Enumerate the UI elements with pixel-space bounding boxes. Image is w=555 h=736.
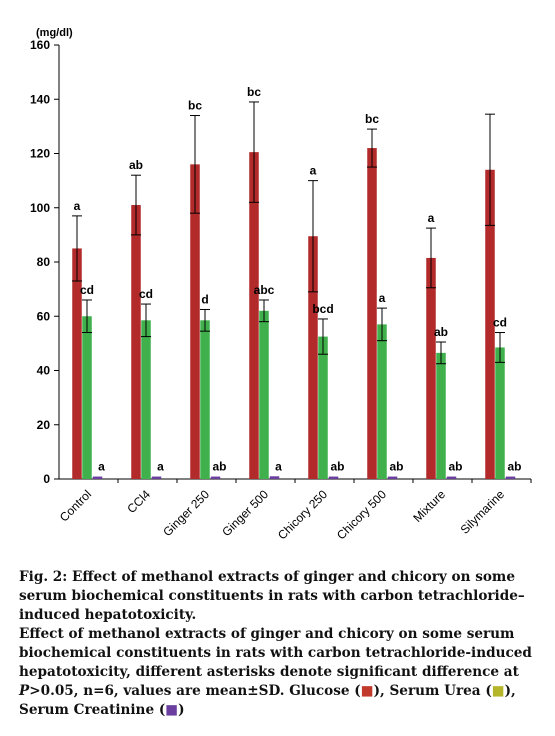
bar-glucose-ginger-500 — [249, 152, 259, 480]
bar-glucose-ccl4 — [131, 205, 141, 479]
data-label-creatinine-ginger-250: ab — [212, 460, 226, 474]
bar-creatinine-control — [92, 476, 103, 479]
data-label-urea-ccl4: cd — [139, 287, 153, 301]
bar-chart: (mg/dl)020406080100120140160ControlacdaC… — [30, 27, 532, 542]
bar-glucose-control — [72, 248, 82, 479]
data-label-glucose-chicory-250: a — [310, 164, 317, 178]
bar-glucose-ginger-250 — [190, 164, 200, 479]
bar-urea-control — [82, 316, 92, 479]
bar-glucose-mixture — [426, 257, 436, 479]
bar-creatinine-chicory-500 — [387, 476, 398, 479]
caption-body-rest: >0.05, n=6, values are mean±SD. — [29, 683, 290, 699]
data-label-creatinine-mixture: ab — [448, 460, 462, 474]
legend-serum-urea-swatch: ■ — [491, 683, 505, 699]
data-label-urea-chicory-250: bcd — [312, 302, 333, 316]
y-tick-label-60: 60 — [37, 309, 51, 323]
bar-creatinine-mixture — [446, 476, 457, 479]
caption-title: Fig. 2: Effect of methanol extracts of g… — [19, 569, 525, 623]
x-tick-label-ginger-500: Ginger 500 — [219, 487, 271, 539]
bar-urea-mixture — [436, 352, 446, 479]
data-label-glucose-ccl4: ab — [129, 158, 143, 172]
data-label-creatinine-ginger-500: a — [275, 459, 282, 473]
bar-glucose-chicory-500 — [367, 148, 377, 479]
data-label-glucose-control: a — [74, 199, 81, 213]
data-label-glucose-chicory-500: bc — [365, 112, 379, 126]
bar-glucose-silymarine — [485, 169, 495, 479]
bar-urea-ginger-500 — [259, 310, 269, 479]
bar-glucose-chicory-250 — [308, 236, 318, 479]
x-tick-label-control: Control — [57, 487, 94, 524]
y-tick-label-140: 140 — [30, 92, 50, 106]
figure-caption: Fig. 2: Effect of methanol extracts of g… — [19, 568, 539, 720]
data-label-urea-ginger-500: abc — [254, 283, 275, 297]
y-tick-label-100: 100 — [30, 201, 50, 215]
x-tick-label-ccl4: CCl4 — [124, 487, 153, 516]
y-tick-label-20: 20 — [37, 418, 51, 432]
bar-creatinine-ginger-500 — [269, 476, 280, 479]
data-label-creatinine-chicory-250: ab — [330, 460, 344, 474]
legend-serum-urea: Serum Urea (■), — [389, 683, 516, 699]
x-tick-label-chicory-250: Chicory 250 — [275, 487, 330, 542]
caption-p-symbol: P — [19, 683, 30, 699]
bar-urea-silymarine — [495, 347, 505, 479]
data-label-glucose-ginger-500: bc — [247, 85, 261, 99]
y-tick-label-120: 120 — [30, 147, 50, 161]
bar-urea-ginger-250 — [200, 320, 210, 479]
caption-body: Effect of methanol extracts of ginger an… — [19, 625, 539, 720]
y-tick-label-0: 0 — [43, 472, 50, 486]
data-label-creatinine-chicory-500: ab — [389, 460, 403, 474]
y-unit-label: (mg/dl) — [36, 27, 73, 39]
bar-creatinine-ginger-250 — [210, 476, 221, 479]
bar-urea-chicory-500 — [377, 324, 387, 479]
data-label-creatinine-control: a — [98, 460, 105, 474]
bar-creatinine-chicory-250 — [328, 476, 339, 479]
legend-serum-creatinine: Serum Creatinine (■) — [19, 702, 185, 718]
bar-urea-ccl4 — [141, 320, 151, 479]
data-label-urea-ginger-250: d — [201, 292, 208, 306]
y-tick-label-80: 80 — [37, 255, 51, 269]
data-label-urea-control: cd — [80, 283, 94, 297]
legend-serum-creatinine-swatch: ■ — [165, 702, 179, 718]
data-label-creatinine-silymarine: ab — [507, 460, 521, 474]
x-tick-label-silymarine: Silymarine — [458, 487, 508, 537]
bar-urea-chicory-250 — [318, 336, 328, 479]
data-label-creatinine-ccl4: a — [157, 460, 164, 474]
data-label-urea-silymarine: cd — [493, 316, 507, 330]
x-tick-label-ginger-250: Ginger 250 — [160, 487, 212, 539]
caption-body-start: Effect of methanol extracts of ginger an… — [19, 626, 532, 680]
y-tick-label-40: 40 — [37, 364, 51, 378]
x-tick-label-chicory-500: Chicory 500 — [334, 487, 389, 542]
bar-creatinine-ccl4 — [151, 476, 162, 479]
data-label-glucose-mixture: a — [428, 211, 435, 225]
data-label-urea-mixture: ab — [434, 325, 448, 339]
y-tick-label-160: 160 — [30, 38, 50, 52]
data-label-glucose-ginger-250: bc — [188, 99, 202, 113]
legend-glucose-swatch: ■ — [360, 683, 374, 699]
legend-glucose: Glucose (■), — [289, 683, 390, 699]
bar-creatinine-silymarine — [505, 476, 516, 479]
data-label-urea-chicory-500: a — [379, 291, 386, 305]
x-tick-label-mixture: Mixture — [410, 487, 448, 525]
